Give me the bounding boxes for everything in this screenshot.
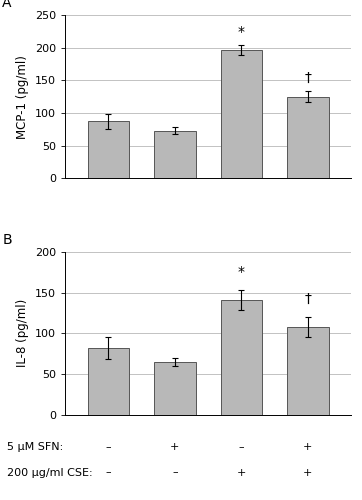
Bar (154, 130, 195, 178)
Bar (88, 122, 129, 178)
Bar (154, 362, 195, 415)
Bar (287, 327, 329, 415)
Bar (221, 300, 262, 415)
Text: +: + (303, 468, 313, 477)
Text: 5 μM SFN:: 5 μM SFN: (7, 442, 63, 452)
Bar (88, 348, 129, 415)
Text: †: † (304, 292, 311, 306)
Text: –: – (172, 468, 178, 477)
Y-axis label: IL-8 (pg/ml): IL-8 (pg/ml) (16, 299, 29, 368)
Text: †: † (304, 71, 311, 85)
Text: +: + (237, 468, 246, 477)
Text: A: A (2, 0, 12, 10)
Text: –: – (239, 442, 244, 452)
Text: +: + (170, 442, 180, 452)
Text: *: * (238, 24, 245, 38)
Text: +: + (303, 442, 313, 452)
Text: *: * (238, 264, 245, 278)
Y-axis label: MCP-1 (pg/ml): MCP-1 (pg/ml) (16, 54, 29, 138)
Text: –: – (106, 468, 111, 477)
Text: 200 μg/ml CSE:: 200 μg/ml CSE: (7, 468, 93, 477)
Bar (287, 96, 329, 178)
Bar (221, 50, 262, 178)
Text: B: B (2, 233, 12, 247)
Text: –: – (106, 442, 111, 452)
